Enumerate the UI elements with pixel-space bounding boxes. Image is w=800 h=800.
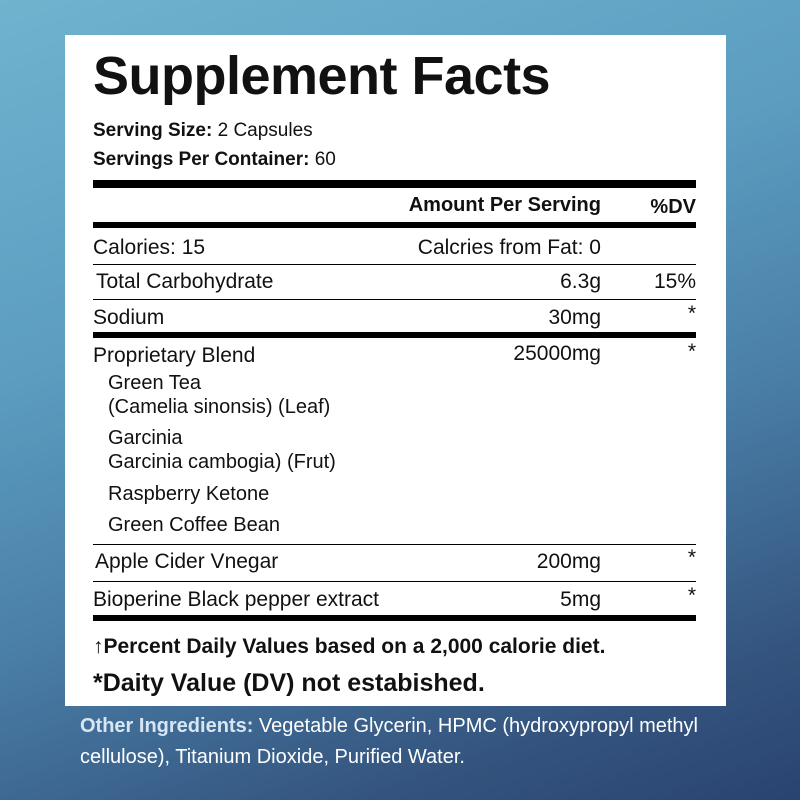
rule (93, 332, 696, 338)
blend-ingredient: (Camelia sinonsis) (Leaf) (108, 396, 331, 418)
row-dv: * (687, 584, 696, 607)
rule (93, 581, 696, 582)
footnote-percent-dv: ↑Percent Daily Values based on a 2,000 c… (93, 635, 606, 658)
row-dv: 15% (653, 270, 696, 293)
servings-per-container: Servings Per Container: 60 (93, 149, 336, 171)
blend-ingredient: Green Tea (108, 372, 202, 394)
rule (93, 180, 696, 188)
blend-ingredient: Green Coffee Bean (108, 514, 280, 536)
header-dv: %DV (650, 196, 696, 218)
servings-value: 60 (314, 149, 336, 170)
row-name: Bioperine Black pepper extract (93, 588, 379, 611)
row-name: Apple Cider Vnegar (95, 550, 279, 573)
other-ingredients: Other Ingredients: Vegetable Glycerin, H… (80, 711, 730, 773)
rule (93, 222, 696, 228)
serving-size-label: Serving Size: (93, 120, 213, 141)
rule (93, 615, 696, 621)
header-amount: Amount Per Serving (408, 194, 601, 216)
row-name: Total Carbohydrate (96, 270, 274, 293)
row-amount: 30mg (548, 306, 601, 329)
row-amount: 200mg (536, 550, 601, 573)
row-name: Proprietary Blend (93, 344, 256, 367)
blend-ingredient: Garcinia cambogia) (Frut) (108, 451, 336, 473)
row-dv: * (687, 546, 696, 569)
calories-from-fat: Calcries from Fat: 0 (417, 236, 601, 259)
row-dv: * (687, 302, 696, 325)
title: Supplement Facts (93, 46, 551, 106)
servings-label: Servings Per Container: (93, 149, 310, 170)
rule (93, 299, 696, 300)
footnote-dv-not-established: *Daity Value (DV) not estabished. (93, 669, 485, 697)
blend-ingredient: Garcinia (108, 427, 183, 449)
other-ingredients-text: Vegetable Glycerin, HPMC (hydroxypropyl … (80, 715, 698, 768)
serving-size: Serving Size: 2 Capsules (93, 120, 313, 142)
blend-ingredient: Raspberry Ketone (108, 483, 270, 505)
row-dv: * (687, 340, 696, 363)
other-ingredients-label: Other Ingredients: (80, 715, 254, 737)
rule (93, 264, 696, 265)
rule (93, 544, 696, 545)
row-name: Sodium (93, 306, 165, 329)
serving-size-value: 2 Capsules (217, 120, 313, 141)
row-amount: 5mg (560, 588, 601, 611)
supplement-facts-panel: Supplement Facts Serving Size: 2 Capsule… (65, 35, 726, 706)
calories: Calories: 15 (93, 236, 206, 259)
row-amount: 25000mg (513, 342, 601, 365)
row-amount: 6.3g (560, 270, 601, 293)
